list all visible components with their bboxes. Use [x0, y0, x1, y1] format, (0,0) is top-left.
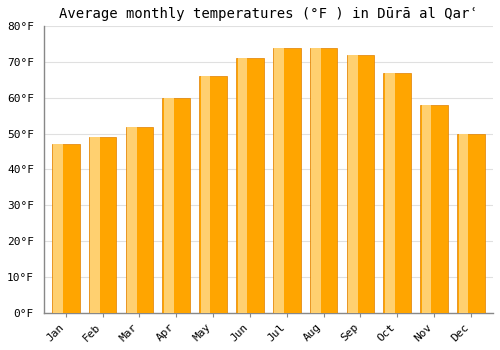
Bar [200, 76, 227, 313]
Bar [236, 58, 264, 313]
Bar [311, 48, 321, 313]
Bar [346, 55, 374, 313]
Bar [422, 105, 432, 313]
Bar [273, 48, 300, 313]
Bar [126, 126, 154, 313]
Bar [162, 98, 190, 313]
Bar [238, 58, 247, 313]
Bar [89, 137, 117, 313]
Bar [164, 98, 173, 313]
Bar [54, 145, 63, 313]
Bar [90, 137, 100, 313]
Bar [384, 73, 411, 313]
Bar [310, 48, 338, 313]
Bar [127, 126, 136, 313]
Bar [200, 76, 210, 313]
Bar [457, 134, 485, 313]
Bar [348, 55, 358, 313]
Bar [458, 134, 468, 313]
Bar [385, 73, 394, 313]
Bar [274, 48, 284, 313]
Title: Average monthly temperatures (°F ) in Dūrā al Qarʿ: Average monthly temperatures (°F ) in Dū… [59, 7, 478, 21]
Bar [52, 145, 80, 313]
Bar [420, 105, 448, 313]
